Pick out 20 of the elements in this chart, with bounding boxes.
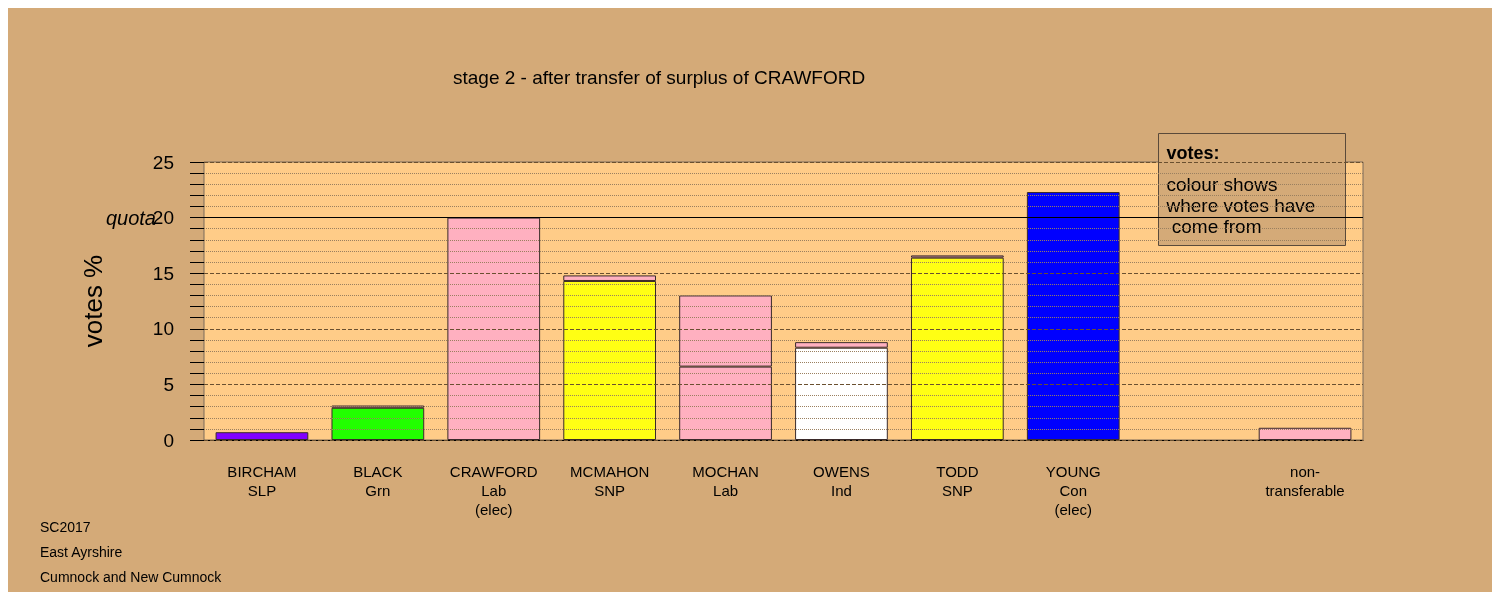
chart-title: stage 2 - after transfer of surplus of CRAWFORD — [453, 67, 866, 88]
x-tick-label: YOUNG Con (elec) — [1045, 463, 1101, 518]
y-tick-label: 25 — [152, 151, 174, 173]
x-tick-label: BIRCHAM SLP — [227, 463, 297, 499]
x-tick-label: TODD SNP — [936, 463, 979, 499]
x-tick-label: CRAWFORD Lab (elec) — [449, 463, 538, 518]
x-tick-label: BLACK Grn — [353, 463, 403, 499]
text: East Ayrshire — [40, 544, 123, 560]
y-tick-label: 15 — [152, 262, 174, 284]
y-tick-label: 5 — [163, 373, 174, 395]
text: Cumnock and New Cumnock — [40, 569, 223, 585]
y-tick-label: 10 — [152, 318, 174, 340]
x-tick-label: non- transferable — [1265, 463, 1345, 499]
x-tick-label: MCMAHON SNP — [570, 463, 650, 499]
y-axis-title: votes % — [78, 254, 108, 348]
y-tick-label: 0 — [163, 429, 174, 451]
x-tick-label: MOCHAN Lab — [692, 463, 759, 499]
text: SC2017 — [40, 519, 91, 535]
legend-title: votes: — [1166, 142, 1220, 163]
x-tick-label: OWENS Ind — [813, 463, 870, 499]
